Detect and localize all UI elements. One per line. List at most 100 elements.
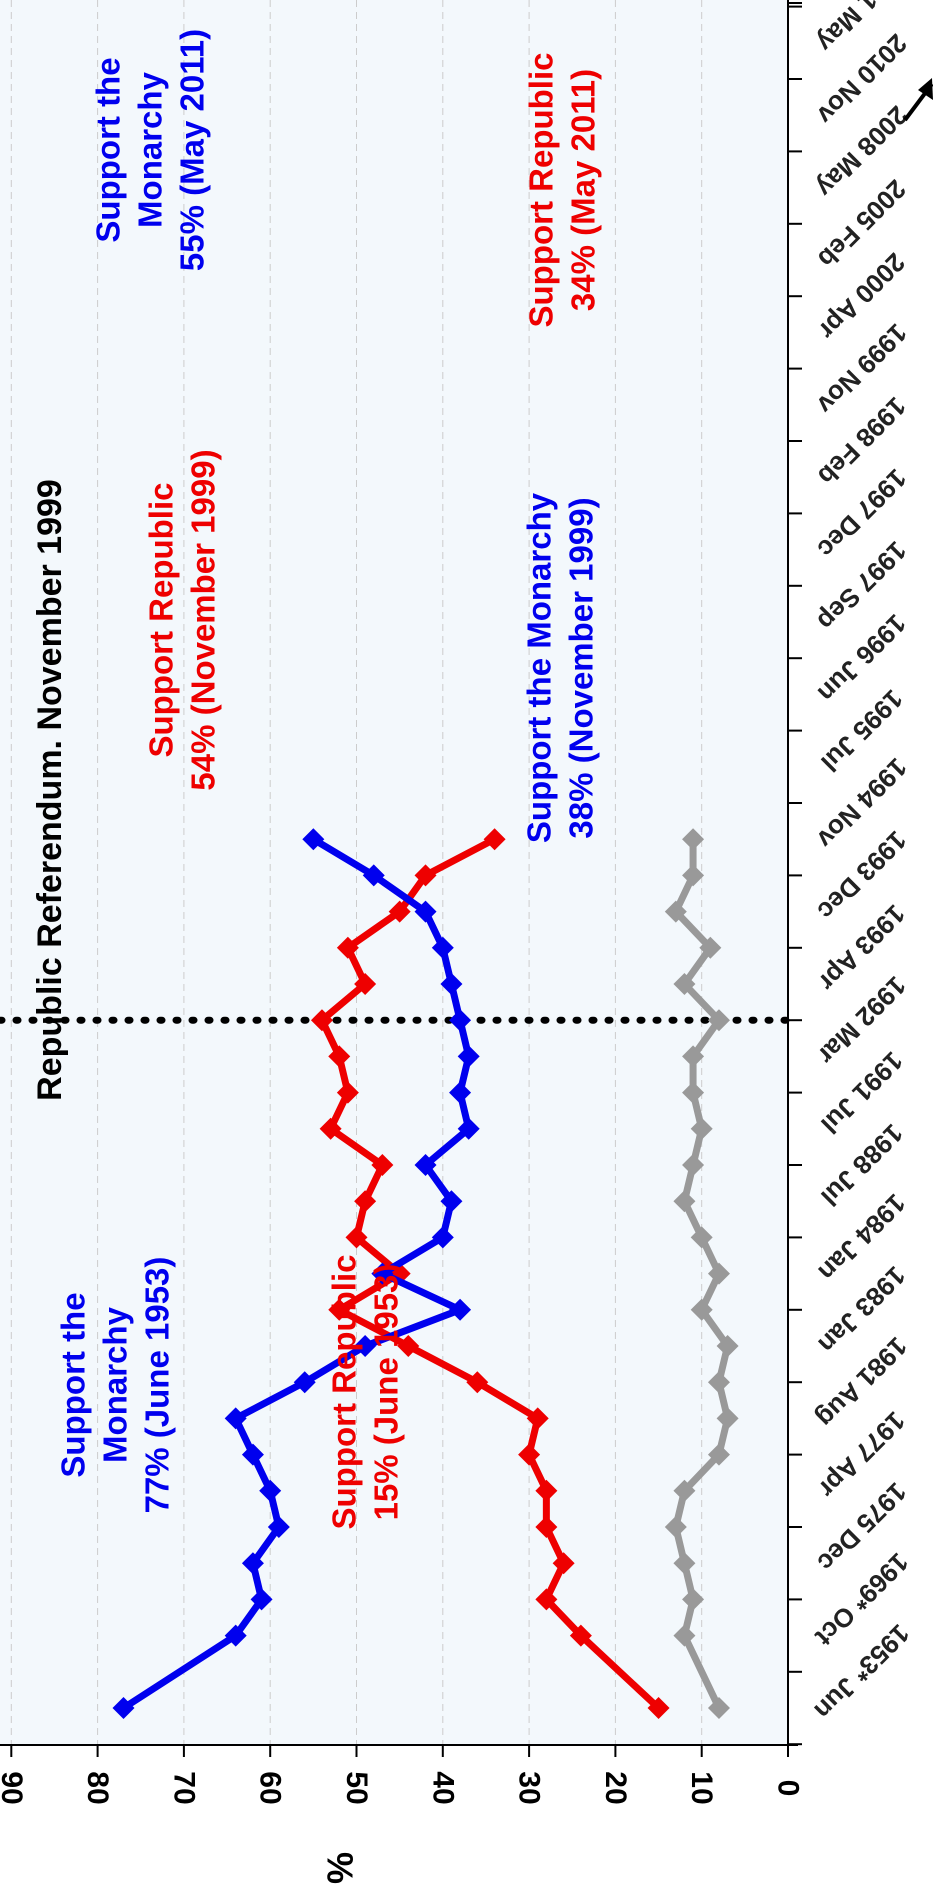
data-point-neutral [682,1081,705,1104]
data-point-republic [535,1479,558,1502]
data-point-republic [328,1045,351,1068]
data-point-monarchy [224,1624,247,1647]
plot-area [0,0,788,1745]
annotation-line: Support Republic [326,1255,363,1530]
annotation-rep1999: Support Republic 54% (November 1999) [143,449,222,790]
data-point-neutral [664,1516,687,1538]
data-point-neutral [699,936,722,959]
y-tick-label: 0 [772,1780,805,1797]
y-tick-label: 20 [599,1771,632,1804]
annotation-line: 15% (June 1953) [368,1264,405,1521]
data-point-monarchy [449,1009,472,1032]
data-point-neutral [673,1479,696,1502]
annotation-mon1953: Support the Monarchy 77% (June 1953) [55,1257,176,1514]
data-point-monarchy [267,1516,290,1538]
data-point-monarchy [449,1298,472,1321]
data-point-monarchy [457,1117,480,1140]
data-point-neutral [690,1117,713,1140]
data-point-republic [483,828,506,851]
data-point-monarchy [371,1262,394,1285]
series-layer [0,828,792,1719]
annotation-line: Support the Monarchy [521,492,558,843]
annotation-line: Monarchy [132,71,169,228]
data-point-monarchy [457,1045,480,1068]
annotation-line: 55% (May 2011) [174,29,211,271]
grid [10,0,703,1745]
annotation-mon2011: Support the Monarchy 55% (May 2011) [90,29,211,271]
data-point-monarchy [293,1371,316,1394]
data-point-neutral [707,1697,730,1719]
data-point-neutral [682,1154,705,1176]
y-tick-label: 40 [426,1771,459,1804]
data-point-neutral [690,1226,713,1249]
data-point-neutral [673,1552,696,1575]
data-point-neutral [664,900,687,923]
annotation-line: 34% (May 2011) [565,69,602,311]
chart-title: Republic Referendum. November 1999 [31,479,69,1101]
data-point-monarchy [250,1588,273,1611]
data-point-neutral [682,1045,705,1068]
y-tick-label: 50 [340,1771,373,1804]
data-point-republic [535,1516,558,1538]
annotation-line: Support Republic [143,483,180,758]
annotation-line: Support the [55,1292,92,1477]
data-point-monarchy [431,1226,454,1249]
data-point-neutral [673,973,696,995]
data-point-republic [336,1081,359,1104]
data-point-neutral [690,1298,713,1321]
data-point-monarchy [414,900,437,923]
data-point-neutral [716,1335,739,1357]
data-point-neutral [673,1624,696,1647]
data-point-monarchy [431,936,454,959]
y-tick-label: 90 [0,1771,28,1804]
data-point-republic [569,1624,592,1647]
data-point-republic [354,973,377,995]
data-point-monarchy [112,1697,135,1719]
data-point-neutral [682,1588,705,1611]
data-point-republic [310,1009,333,1032]
data-point-monarchy [449,1081,472,1104]
data-point-monarchy [241,1443,264,1466]
data-point-republic [414,864,437,887]
y-axis-label: % [320,1852,361,1884]
y-tick-label: 70 [167,1771,200,1804]
data-point-monarchy [224,1407,247,1430]
y-tick-label: 80 [81,1771,114,1804]
data-point-monarchy [414,1154,437,1176]
data-point-republic [552,1552,575,1575]
annotation-line: 54% (November 1999) [185,449,222,790]
data-point-republic [319,1117,342,1140]
data-point-republic [388,900,411,923]
data-point-neutral [707,1443,730,1466]
annotation-line: 38% (November 1999) [563,497,600,838]
annotation-line: Monarchy [97,1306,134,1463]
annotation-line: 77% (June 1953) [139,1257,176,1514]
data-point-republic [371,1154,394,1176]
data-point-monarchy [302,828,325,851]
data-point-monarchy [354,1335,377,1357]
data-point-republic [336,936,359,959]
data-point-republic [397,1335,420,1357]
data-point-neutral [707,1371,730,1394]
data-point-monarchy [440,973,463,995]
data-point-neutral [682,864,705,887]
annotation-rep1953: Support Republic 15% (June 1953) [326,1255,405,1530]
annotation-line: Support Republic [523,53,560,328]
y-tick-label: 30 [513,1771,546,1804]
data-point-neutral [682,828,705,851]
data-point-republic [526,1407,549,1430]
data-point-republic [518,1443,541,1466]
data-point-monarchy [440,1190,463,1213]
data-point-neutral [707,1009,730,1032]
corner-arrow-head-icon [918,78,933,100]
annotation-mon1999: Support the Monarchy 38% (November 1999) [521,492,600,843]
data-point-republic [354,1190,377,1213]
data-point-monarchy [259,1479,282,1502]
data-point-neutral [716,1407,739,1430]
data-point-monarchy [241,1552,264,1575]
data-point-republic [345,1226,368,1249]
y-tick-label: 60 [254,1771,287,1804]
data-point-neutral [707,1262,730,1285]
data-point-republic [535,1588,558,1611]
